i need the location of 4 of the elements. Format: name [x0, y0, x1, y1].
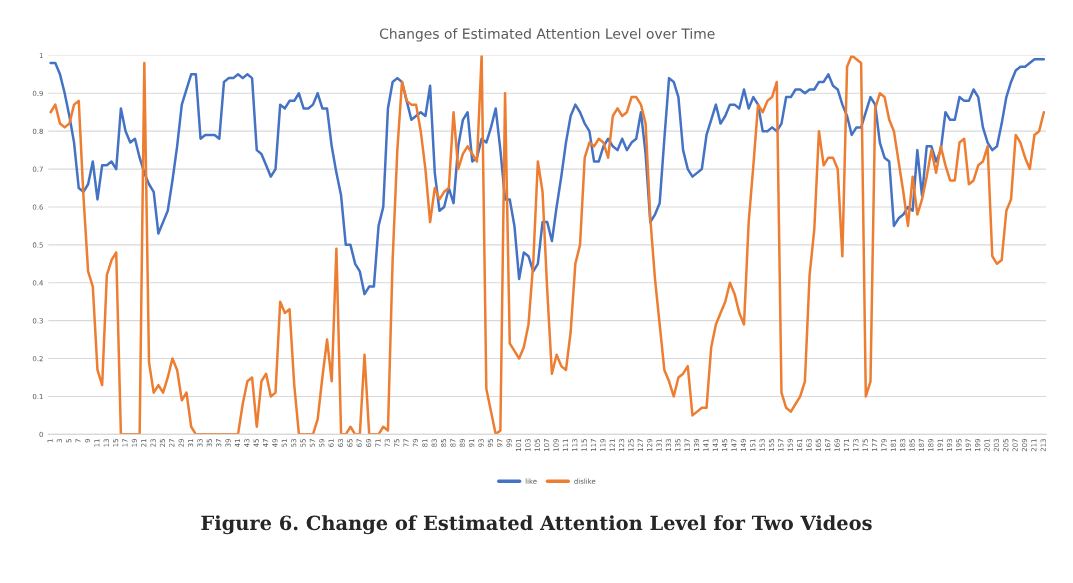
line-series: [49, 55, 1046, 435]
caption: Figure 6. Change of Estimated Attention Level for Two Videos: [201, 515, 872, 535]
chart-title: Changes of Estimated Attention Level over Time: [379, 28, 715, 42]
line-series: [49, 57, 1046, 296]
